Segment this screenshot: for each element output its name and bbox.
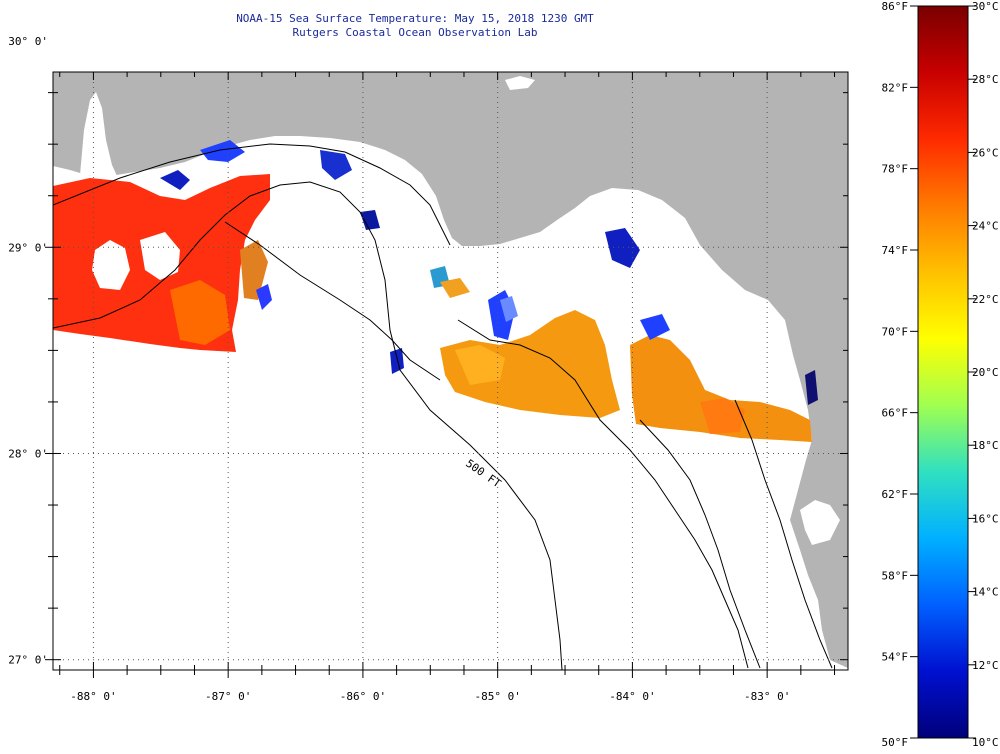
- cb-label-c: 12°C: [972, 659, 999, 672]
- land-north: [53, 72, 848, 668]
- lon-tick-label: -86° 0': [340, 690, 386, 703]
- cb-label-f: 62°F: [882, 488, 909, 501]
- map-subtitle: Rutgers Coastal Ocean Observation Lab: [292, 26, 538, 39]
- lon-tick-label: -83° 0': [744, 690, 790, 703]
- cb-label-c: 24°C: [972, 220, 999, 233]
- cb-label-c: 22°C: [972, 293, 999, 306]
- cb-label-c: 16°C: [972, 512, 999, 525]
- lon-tick-label: -85° 0': [474, 690, 520, 703]
- cb-label-c: 30°C: [972, 0, 999, 13]
- map-frame: [52, 71, 849, 671]
- frame-ticks: [45, 72, 848, 678]
- lon-tick-label: -87° 0': [205, 690, 251, 703]
- lat-tick-label: 27° 0': [8, 654, 48, 667]
- colorbar-labels: 86°F 82°F 78°F 74°F 70°F 66°F 62°F 58°F 54°F 50°F…: [882, 0, 999, 749]
- cb-label-c: 28°C: [972, 73, 999, 86]
- cb-label-c: 20°C: [972, 366, 999, 379]
- lon-tick-label: -88° 0': [70, 690, 116, 703]
- cb-label-f: 50°F: [882, 736, 909, 749]
- cb-label-f: 54°F: [882, 651, 909, 664]
- colorbar: [917, 5, 969, 739]
- cb-label-f: 86°F: [882, 0, 909, 13]
- cb-label-f: 70°F: [882, 325, 909, 338]
- map-title: NOAA-15 Sea Surface Temperature: May 15,…: [236, 12, 594, 25]
- cb-label-f: 78°F: [882, 163, 909, 176]
- cb-label-f: 82°F: [882, 81, 909, 94]
- cb-label-c: 14°C: [972, 586, 999, 599]
- depth-contours: [53, 143, 833, 670]
- axis-labels: -88° 0' -87° 0' -86° 0' -85° 0' -84° 0' -83° …: [8, 35, 790, 703]
- cb-label-c: 10°C: [972, 736, 999, 749]
- lat-tick-label: 29° 0': [8, 241, 48, 254]
- cloud-top: [505, 76, 535, 90]
- land-southeast-cut: [800, 500, 840, 545]
- cb-label-f: 74°F: [882, 244, 909, 257]
- lon-tick-label: -84° 0': [609, 690, 655, 703]
- cb-label-c: 18°C: [972, 439, 999, 452]
- cb-label-c: 26°C: [972, 146, 999, 159]
- lat-tick-label: 30° 0': [8, 35, 48, 48]
- cb-label-f: 66°F: [882, 407, 909, 420]
- sst-patches: [53, 140, 818, 442]
- mobile-bay: [80, 92, 118, 178]
- lat-tick-label: 28° 0': [8, 447, 48, 460]
- cb-label-f: 58°F: [882, 569, 909, 582]
